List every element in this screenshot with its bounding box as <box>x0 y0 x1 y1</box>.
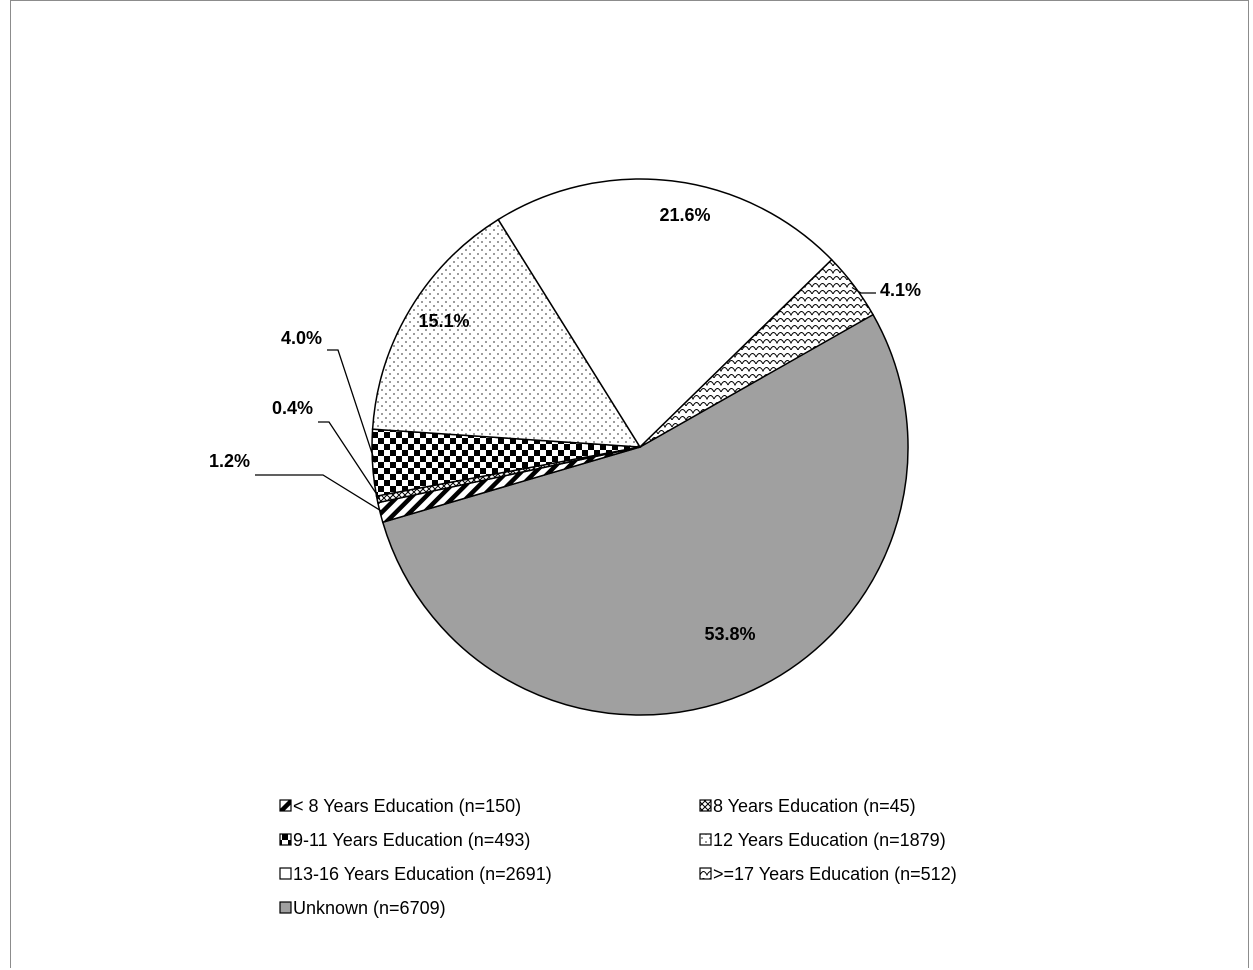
slice-label-unknown-n-6709: 53.8% <box>704 624 755 644</box>
legend-swatch-12-years-education-n-1879 <box>699 833 712 846</box>
legend-label-unknown-n-6709: Unknown (n=6709) <box>293 898 446 918</box>
legend-label-9-11-years-education-n-493: 9-11 Years Education (n=493) <box>293 830 530 850</box>
legend-swatch-9-11-years-education-n-493 <box>279 833 292 846</box>
pie-slice-unknown-n-6709 <box>381 313 909 716</box>
legend-swatch-8-years-education-n-45 <box>699 799 712 812</box>
leader-line-8-years-education-n-150 <box>255 474 384 513</box>
slice-label-9-11-years-education-n-493: 4.0% <box>281 328 322 348</box>
legend-label-8-years-education-n-45: 8 Years Education (n=45) <box>713 796 916 816</box>
slice-label-8-years-education-n-45: 0.4% <box>272 398 313 418</box>
legend-swatch-unknown-n-6709 <box>279 901 292 914</box>
chart-frame <box>10 0 1249 968</box>
slice-label-12-years-education-n-1879: 15.1% <box>418 311 469 331</box>
pie-slice-12-years-education-n-1879 <box>371 218 642 448</box>
legend-label-8-years-education-n-150: < 8 Years Education (n=150) <box>293 796 521 816</box>
legend-label-12-years-education-n-1879: 12 Years Education (n=1879) <box>713 830 946 850</box>
slice-label-17-years-education-n-512: 4.1% <box>880 280 921 300</box>
legend-label-17-years-education-n-512: >=17 Years Education (n=512) <box>713 864 957 884</box>
legend-swatch-17-years-education-n-512 <box>699 867 712 880</box>
leader-line-17-years-education-n-512 <box>851 286 876 294</box>
slice-label-13-16-years-education-n-2691: 21.6% <box>659 205 710 225</box>
legend-swatch-13-16-years-education-n-2691 <box>279 867 292 880</box>
pie-slice-17-years-education-n-512 <box>639 258 875 448</box>
pie-slice-13-16-years-education-n-2691 <box>497 178 833 449</box>
legend-label-13-16-years-education-n-2691: 13-16 Years Education (n=2691) <box>293 864 552 884</box>
slice-label-8-years-education-n-150: 1.2% <box>209 451 250 471</box>
leader-line-8-years-education-n-45 <box>318 421 381 500</box>
leader-line-9-11-years-education-n-493 <box>327 349 376 463</box>
legend-swatch-8-years-education-n-150 <box>279 799 292 812</box>
